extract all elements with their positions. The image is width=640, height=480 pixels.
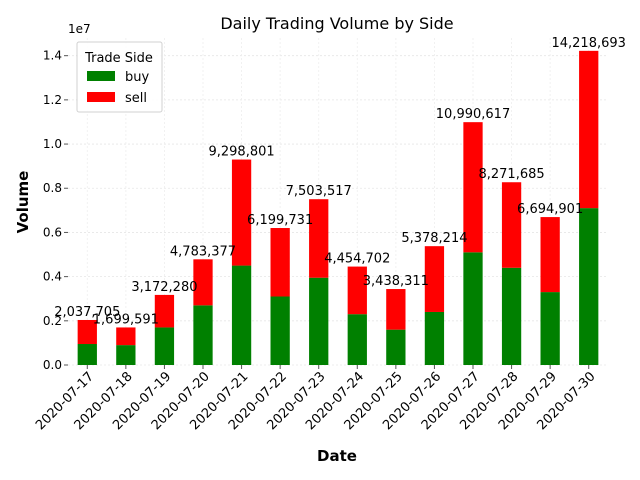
- y-tick-label: 1.2: [43, 93, 62, 107]
- bar-sell-2020-07-27: [463, 122, 483, 253]
- y-tick-label: 0.6: [43, 225, 62, 239]
- bar-buy-2020-07-17: [77, 344, 97, 365]
- bar-buy-2020-07-19: [154, 327, 175, 365]
- bar-buy-2020-07-29: [540, 292, 560, 365]
- total-label-2020-07-17: 2,037,705: [54, 305, 120, 320]
- total-label-2020-07-21: 9,298,801: [208, 145, 274, 160]
- x-axis-label: Date: [317, 447, 357, 465]
- total-label-2020-07-18: 1,699,591: [93, 312, 159, 327]
- bar-sell-2020-07-19: [154, 294, 175, 328]
- y-tick-label: 0.8: [43, 181, 62, 195]
- total-label-2020-07-24: 4,454,702: [324, 252, 390, 267]
- total-label-2020-07-22: 6,199,731: [247, 213, 313, 228]
- y-tick-label: 0.4: [43, 270, 62, 284]
- y-tick-label: 1.4: [43, 49, 62, 63]
- total-label-2020-07-19: 3,172,280: [131, 280, 197, 295]
- bar-sell-2020-07-26: [424, 246, 445, 312]
- bar-sell-2020-07-22: [270, 228, 290, 297]
- bar-buy-2020-07-30: [579, 208, 599, 365]
- bar-sell-2020-07-28: [501, 182, 522, 268]
- total-label-2020-07-25: 3,438,311: [363, 274, 429, 289]
- bar-sell-2020-07-29: [540, 217, 560, 293]
- bar-buy-2020-07-18: [116, 345, 136, 365]
- bar-buy-2020-07-27: [463, 252, 483, 365]
- total-label-2020-07-23: 7,503,517: [286, 184, 352, 199]
- bar-sell-2020-07-17: [77, 319, 97, 345]
- bars: [77, 50, 599, 365]
- bar-buy-2020-07-28: [501, 267, 522, 365]
- legend-swatch-sell: [87, 92, 115, 102]
- bar-sell-2020-07-24: [347, 266, 367, 315]
- bar-sell-2020-07-21: [231, 159, 252, 266]
- y-tick-label: 0.0: [43, 358, 62, 372]
- total-label-2020-07-27: 10,990,617: [436, 107, 510, 122]
- bar-buy-2020-07-23: [309, 277, 329, 365]
- bar-sell-2020-07-23: [309, 199, 329, 278]
- total-label-2020-07-28: 8,271,685: [478, 167, 544, 182]
- total-label-2020-07-30: 14,218,693: [551, 36, 625, 51]
- total-label-2020-07-20: 4,783,377: [170, 244, 236, 259]
- y-offset-label: 1e7: [68, 22, 91, 36]
- y-tick-label: 1.0: [43, 137, 62, 151]
- chart-title: Daily Trading Volume by Side: [220, 14, 453, 33]
- bar-buy-2020-07-21: [231, 265, 252, 365]
- bar-sell-2020-07-25: [386, 289, 406, 330]
- total-label-2020-07-26: 5,378,214: [401, 231, 467, 246]
- bar-sell-2020-07-30: [579, 50, 599, 209]
- bar-buy-2020-07-20: [193, 305, 213, 365]
- total-label-2020-07-29: 6,694,901: [517, 202, 583, 217]
- legend-title: Trade Side: [84, 51, 153, 66]
- legend-swatch-buy: [87, 71, 115, 81]
- y-axis-label: Volume: [14, 171, 32, 234]
- legend: Trade Side buy sell: [76, 41, 163, 113]
- legend-label-buy: buy: [125, 70, 149, 85]
- bar-buy-2020-07-22: [270, 296, 290, 365]
- bar-buy-2020-07-26: [424, 311, 445, 365]
- legend-label-sell: sell: [125, 91, 147, 106]
- bar-sell-2020-07-18: [116, 327, 136, 346]
- bar-buy-2020-07-24: [347, 314, 367, 365]
- bar-sell-2020-07-20: [193, 259, 213, 306]
- y-tick-label: 0.2: [43, 314, 62, 328]
- bar-buy-2020-07-25: [386, 329, 406, 365]
